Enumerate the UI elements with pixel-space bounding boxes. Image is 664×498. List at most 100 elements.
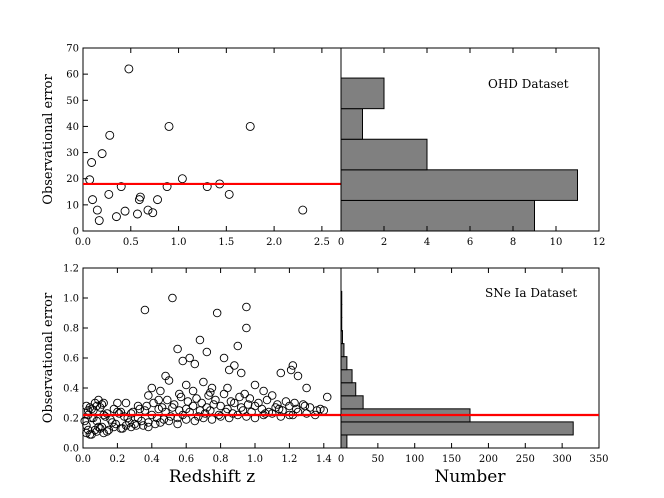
sne-scatter-point xyxy=(183,397,193,406)
sne-scatter-point xyxy=(212,308,222,318)
sne-scatter-point xyxy=(242,302,251,312)
ohd-scatter-point xyxy=(111,212,121,222)
sne-scatter-point xyxy=(250,380,260,390)
sne-scatter-point xyxy=(288,361,298,370)
sne-scatter-point xyxy=(163,395,172,405)
sne-hist-xtick-label: 150 xyxy=(442,454,461,465)
sne-scatter-point xyxy=(192,394,201,403)
sne-scatter-point xyxy=(173,344,182,354)
sne-scatter-point xyxy=(226,397,236,406)
sne-scatter-point xyxy=(224,365,234,375)
ohd-scatter-point xyxy=(162,182,172,192)
sne-scatter-point xyxy=(99,398,108,408)
sne-scatter-point xyxy=(298,400,308,409)
sne-hist-bar xyxy=(340,434,348,449)
sne-scatter-point xyxy=(211,395,220,405)
sne-scatter-point xyxy=(235,392,244,402)
sne-hist-bar xyxy=(340,290,343,305)
sne-hist-bar xyxy=(340,382,357,397)
ohd-scatter-point xyxy=(116,182,126,192)
sne-scatter-point xyxy=(133,401,143,411)
sne-ylabel: Observational error xyxy=(41,292,56,423)
sne-scatter-point xyxy=(302,383,311,393)
sne-scatter-point xyxy=(261,409,270,418)
sne-scatter-point xyxy=(193,412,203,421)
sne-scatter-point xyxy=(281,397,291,406)
sne-hist-xtick-label: 50 xyxy=(371,454,384,465)
sne-hist-xtick-label: 350 xyxy=(589,454,608,465)
sne-scatter-point xyxy=(132,421,141,430)
ohd-scatter-point xyxy=(245,121,255,131)
ohd-scatter-point xyxy=(120,206,130,216)
sne-hist-bar xyxy=(340,369,353,384)
ohd-histogram-bars xyxy=(340,77,578,232)
ohd-scatter-point xyxy=(124,64,134,74)
ohd-hist-bar xyxy=(340,199,535,232)
ohd-scatter-point xyxy=(133,209,142,219)
sne-scatter-point xyxy=(206,388,215,397)
sne-scatter-point xyxy=(254,398,263,408)
sne-scatter-point xyxy=(274,404,284,414)
ohd-scatter-point xyxy=(202,182,212,192)
ohd-scatter-ytick-label: 70 xyxy=(66,44,79,55)
sne-scatter-ytick-label: 0.8 xyxy=(63,324,79,335)
sne-scatter-point xyxy=(316,404,325,414)
sne-scatter-xtick-label: 0.4 xyxy=(144,454,160,465)
sne-dataset-annotation: SNe Ia Dataset xyxy=(485,286,577,300)
sne-scatter-xtick-label: 1.4 xyxy=(316,454,332,465)
sne-scatter-point xyxy=(138,421,148,430)
ohd-scatter-ytick-label: 40 xyxy=(66,122,79,133)
sne-scatter-point xyxy=(144,391,153,400)
sne-scatter-ytick-label: 0.6 xyxy=(63,354,79,365)
sne-scatter-point xyxy=(273,400,282,409)
sne-scatter-point xyxy=(293,371,303,381)
sne-scatter-point xyxy=(164,416,174,426)
sne-scatter-point xyxy=(228,409,237,418)
ohd-hist-bar xyxy=(340,108,363,140)
sne-scatter-point xyxy=(125,418,134,427)
sne-scatter-yticks: 0.0 0.2 0.4 0.6 0.8 1.0 1.2 xyxy=(63,264,88,455)
sne-scatter-point xyxy=(245,394,255,403)
sne-hist-bar xyxy=(340,421,574,436)
sne-scatter-point xyxy=(102,427,112,436)
sne-scatter-point xyxy=(144,422,153,432)
sne-scatter-point xyxy=(154,395,163,405)
sne-scatter-point xyxy=(147,383,157,393)
sne-scatter-panel: 0.0 0.2 0.4 0.6 0.8 1.0 1.2 1.4 0.0 0.2 0.4 0.6 0.8… xyxy=(41,264,342,487)
sne-scatter-point xyxy=(102,409,112,418)
ohd-scatter-point xyxy=(104,189,114,199)
ohd-scatter-xtick-label: 2.0 xyxy=(266,237,282,248)
sne-hist-bar xyxy=(340,317,343,332)
sne-scatter-ytick-label: 0.4 xyxy=(63,384,79,395)
ohd-histogram-panel: 0 2 4 6 8 10 12 OHD Dataset xyxy=(338,47,605,248)
sne-xlabel: Redshift z xyxy=(169,467,255,487)
sne-scatter-point xyxy=(197,398,206,408)
sne-hist-bar xyxy=(340,395,364,410)
sne-hist-bar xyxy=(340,356,348,371)
sne-scatter-point xyxy=(140,305,150,315)
sne-scatter-point xyxy=(140,406,150,415)
sne-scatter-point xyxy=(118,424,127,433)
sne-scatter-xtick-label: 1.0 xyxy=(247,454,263,465)
sne-histogram-panel: 0 50 100 150 200 250 300 350 SNe Ia Dataset Num… xyxy=(338,267,609,487)
sne-scatter-ytick-label: 0.2 xyxy=(63,414,79,425)
ohd-hist-xtick-label: 0 xyxy=(338,237,344,248)
sne-scatter-point xyxy=(322,392,332,402)
sne-scatter-xtick-label: 0.6 xyxy=(178,454,194,465)
sne-scatter-point xyxy=(202,347,212,357)
sne-scatter-point xyxy=(175,389,184,399)
sne-scatter-point xyxy=(97,422,107,432)
sne-scatter-point xyxy=(137,416,146,426)
sne-hist-xtick-label: 300 xyxy=(553,454,572,465)
sne-scatter-point xyxy=(259,386,268,396)
sne-scatter-point xyxy=(104,425,114,435)
sne-scatter-point xyxy=(188,386,198,396)
sne-scatter-ytick-label: 1.0 xyxy=(63,294,79,305)
ohd-scatter-point xyxy=(164,121,174,131)
ohd-scatter-point xyxy=(97,149,107,159)
ohd-scatter-point xyxy=(298,205,308,215)
sne-scatter-point xyxy=(168,293,177,303)
sne-scatter-point xyxy=(157,403,167,412)
sne-scatter-point xyxy=(216,401,225,411)
ohd-scatter-point xyxy=(94,216,104,225)
